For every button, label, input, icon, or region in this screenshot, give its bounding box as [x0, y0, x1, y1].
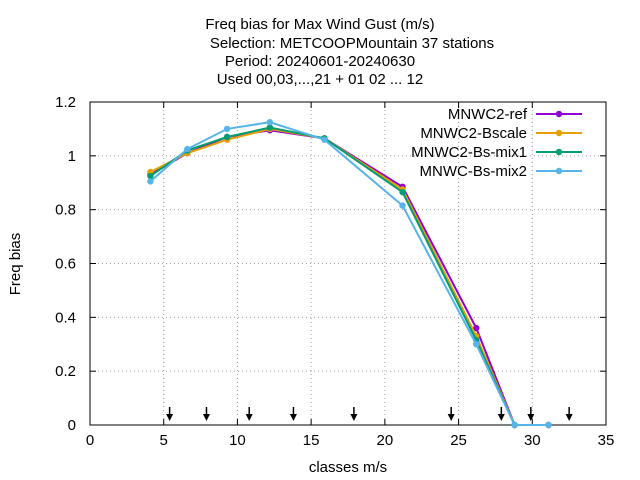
y-tick-label: 1.2 [55, 94, 76, 111]
class-limit-arrow [497, 407, 505, 421]
data-point [473, 341, 480, 348]
legend-entry: MNWC2-ref [448, 106, 582, 123]
y-tick-label: 0.4 [55, 309, 76, 326]
data-point [223, 125, 231, 133]
x-tick-label: 35 [598, 432, 615, 449]
series-lines [147, 118, 552, 429]
data-point [399, 202, 406, 209]
data-point [266, 124, 274, 131]
x-tick-label: 30 [524, 432, 541, 449]
title-line-4: Used 00,03,...,21 + 01 02 ... 12 [217, 71, 423, 88]
data-point [266, 118, 274, 126]
class-limit-arrows [166, 407, 573, 421]
legend-marker [555, 148, 563, 156]
y-tick-label: 0 [68, 417, 76, 434]
class-limit-arrow [166, 407, 174, 421]
data-point [184, 145, 191, 153]
class-limit-arrow [245, 407, 253, 421]
data-point [545, 421, 552, 429]
x-tick-label: 10 [229, 432, 246, 449]
legend-label: MNWC-Bs-mix2 [420, 163, 527, 180]
class-limit-arrow [289, 407, 297, 421]
x-tick-label: 15 [303, 432, 320, 449]
title-line-2: Selection: METCOOPMountain 37 stations [210, 35, 494, 52]
data-point [147, 172, 154, 180]
grid [90, 102, 606, 425]
axis-ticks: 0 5 10 15 20 25 30 35 0 0.2 0.4 0.6 0.8 1 1.2 [55, 94, 614, 449]
class-limit-arrow [202, 407, 210, 421]
legend-entry: MNWC2-Bscale [420, 125, 582, 142]
legend-marker [555, 110, 563, 118]
data-point [473, 324, 480, 332]
data-point [147, 178, 154, 185]
y-axis-label: Freq bias [7, 233, 24, 296]
data-point [223, 133, 231, 141]
class-limit-arrow [350, 407, 358, 421]
x-tick-label: 0 [86, 432, 94, 449]
x-axis-label: classes m/s [309, 459, 387, 476]
legend-marker [555, 129, 563, 137]
plot-frame [89, 101, 607, 426]
class-limit-arrow [527, 407, 535, 421]
chart-title: Freq bias for Max Wind Gust (m/s) Select… [205, 16, 494, 88]
class-limit-arrow [447, 407, 455, 421]
series-MNWC-Bs-mix2 [147, 118, 552, 429]
legend-entry: MNWC-Bs-mix2 [420, 163, 582, 180]
data-point [511, 421, 518, 429]
legend-label: MNWC2-Bs-mix1 [411, 144, 527, 161]
title-line-1: Freq bias for Max Wind Gust (m/s) [205, 16, 434, 33]
x-tick-label: 5 [160, 432, 168, 449]
y-tick-label: 0.2 [55, 363, 76, 380]
y-tick-label: 1 [68, 148, 76, 165]
legend-label: MNWC2-Bscale [420, 125, 527, 142]
y-tick-label: 0.6 [55, 256, 76, 273]
legend-label: MNWC2-ref [448, 106, 528, 123]
legend-marker [555, 167, 563, 175]
legend-entry: MNWC2-Bs-mix1 [411, 144, 582, 161]
x-tick-label: 25 [450, 432, 467, 449]
class-limit-arrow [565, 407, 573, 421]
data-point [321, 136, 328, 143]
y-tick-label: 0.8 [55, 202, 76, 219]
title-line-3: Period: 20240601-20240630 [225, 53, 415, 70]
x-tick-label: 20 [377, 432, 394, 449]
legend: MNWC2-ref MNWC2-Bscale MNWC2-Bs-mix1 MNWC-B… [411, 106, 582, 180]
data-point [399, 188, 406, 196]
